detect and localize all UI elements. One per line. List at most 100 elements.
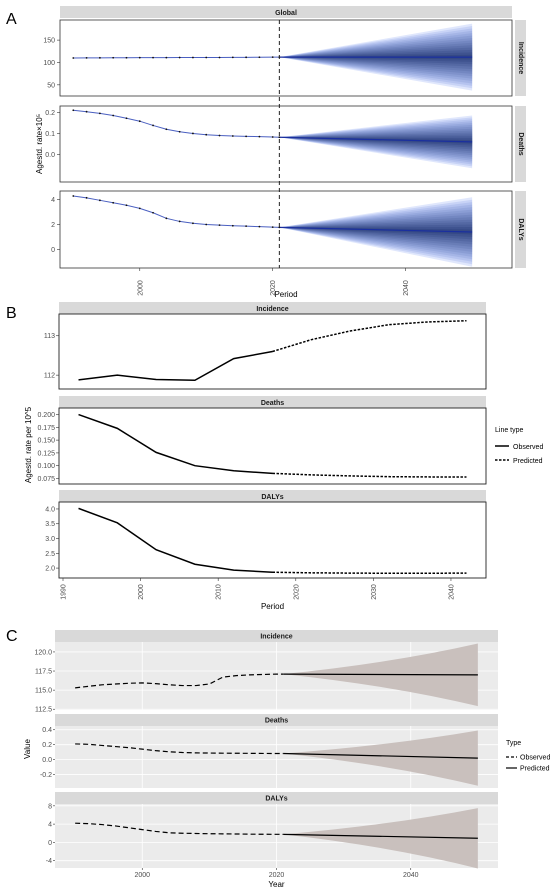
panel-a-observed-point (98, 199, 101, 202)
panel-b-legend-title: Line type (495, 427, 524, 434)
panel-a-observed-point (178, 220, 181, 223)
panel-a-ytick-label: 0.0 (45, 152, 55, 159)
panel-a-ytick-label: 4 (51, 197, 55, 204)
panel-a-observed-point (72, 109, 75, 112)
panel-a-observed-point (72, 195, 75, 197)
panel-b-observed-line (78, 507, 273, 573)
panel-a-observed-point (112, 114, 115, 117)
panel-c-ylabel: Value (23, 739, 32, 759)
panel-a-fan-band (279, 124, 473, 159)
panel-b-legend-predicted-label: Predicted (513, 458, 543, 465)
panel-a-observed-point (258, 56, 261, 59)
panel-a-observed-point (271, 136, 274, 138)
panel-a-observed-point (192, 56, 194, 59)
panel-a-fan-band (279, 126, 473, 157)
panel-c-xlabel: Year (268, 880, 285, 889)
panel-a-observed-point (125, 117, 128, 120)
panel-a-fan-band (279, 207, 473, 257)
panel-b-strip-label: Deaths (261, 400, 284, 407)
panel-a-fan-band (279, 222, 473, 242)
panel-a-ytick-label: 0.2 (45, 110, 55, 117)
panel-a-observed-point (278, 136, 281, 139)
panel-b-legend-observed-label: Observed (513, 444, 543, 451)
panel-c-ytick-label: 117.5 (35, 669, 52, 676)
panel-a-observed-point (85, 57, 88, 59)
panel-b-strip (59, 302, 486, 314)
panel-c-ytick-label: 0.4 (42, 727, 52, 734)
panel-a-fan-band (279, 136, 473, 148)
panel-b-ytick-label: 0.150 (37, 438, 55, 445)
panel-a-observed-point (72, 57, 75, 59)
panel-b-observed-line (78, 413, 273, 475)
panel-a-ylabel: Agestd. rate×10⁵ (35, 114, 44, 174)
panel-a-side-strip-label: Deaths (517, 132, 524, 155)
panel-a-fan-band (279, 132, 473, 152)
panel-a-observed-point (245, 225, 248, 228)
panel-a-observed-point (231, 224, 234, 227)
panel-b-ytick-label: 2.0 (45, 566, 55, 573)
panel-a-ytick-label: 2 (51, 222, 55, 229)
panel-b-xtick-label: 2010 (216, 584, 223, 600)
panel-a-fan-band (279, 212, 473, 252)
panel-a-ytick-label: 50 (47, 82, 55, 89)
panel-a-xlabel: Period (274, 290, 297, 299)
panel-c-ytick-label: 8 (48, 803, 52, 810)
panel-c-ytick-label: 112.5 (35, 707, 52, 714)
panel-a-fan-band (279, 137, 473, 146)
panel-a-observed-point (98, 56, 101, 59)
panel-a-fan-band (279, 197, 473, 267)
panel-a-side-strip-label: DALYs (517, 218, 524, 240)
panel-c-observed-line (75, 673, 284, 689)
panel-a-fan-band (279, 219, 473, 245)
panel-a-observed-point (218, 224, 221, 227)
panel-b-letter: B (6, 305, 17, 322)
panel-a-observed-point (205, 56, 208, 59)
panel-b-ytick-label: 4.0 (45, 506, 55, 513)
panel-a-observed-point (165, 128, 168, 131)
panel-a-fan-band (279, 202, 473, 262)
panel-a-fan-band (279, 227, 473, 237)
panel-b-xtick-label: 1990 (61, 584, 68, 600)
panel-b-ytick-label: 113 (44, 333, 55, 340)
panel-a-observed-point (125, 204, 128, 207)
panel-c-strip (55, 792, 498, 804)
panel-a-fan-band (279, 214, 473, 250)
panel-a-observed-point (85, 110, 88, 113)
panel-a-observed-point (192, 222, 194, 225)
panel-a-plot-dalys (59, 190, 513, 269)
panel-c-predicted-line (283, 833, 478, 839)
panel-a-observed-point (271, 56, 274, 59)
panel-a-observed-point (271, 226, 274, 229)
panel-a-observed-point (205, 133, 208, 136)
panel-c-ytick-label: 4 (48, 822, 52, 829)
panel-a-fan-median (279, 136, 473, 143)
panel-a-fan-band (279, 123, 473, 161)
panel-b-ytick-label: 3.5 (45, 521, 55, 528)
panel-b-ytick-label: 3.0 (45, 536, 55, 543)
panel-a-top-strip (60, 6, 512, 18)
panel-b-ytick-label: 0.075 (37, 476, 55, 483)
panel-b-predicted-line (272, 472, 467, 478)
panel-c-observed-line (75, 822, 284, 835)
panel-c-letter: C (6, 628, 18, 645)
panel-a-side-strip (515, 106, 526, 182)
panel-b-xtick-label: 2020 (293, 584, 300, 600)
panel-a-observed-point (152, 211, 154, 214)
panel-a-fan-band (279, 115, 473, 169)
panel-a-observed-point (138, 56, 141, 59)
panel-c-strip-label: DALYs (265, 796, 287, 803)
panel-c-xtick-label: 2020 (269, 872, 285, 879)
panel-c-legend-predicted-label: Predicted (520, 766, 550, 773)
panel-c-forecast-ribbon (283, 730, 478, 786)
panel-a-observed-point (152, 56, 154, 59)
panel-c-xtick-label: 2000 (134, 872, 150, 879)
panel-a-fan-band (279, 119, 473, 165)
panel-c-strip (55, 714, 498, 726)
panel-b-xtick-label: 2000 (138, 584, 145, 600)
panel-a-ytick-label: 0 (51, 247, 55, 254)
panel-b-ytick-label: 2.5 (45, 551, 55, 558)
panel-b-strip (59, 490, 486, 502)
panel-b-xtick-label: 2040 (448, 584, 455, 600)
panel-c-ytick-label: 0.0 (42, 757, 52, 764)
